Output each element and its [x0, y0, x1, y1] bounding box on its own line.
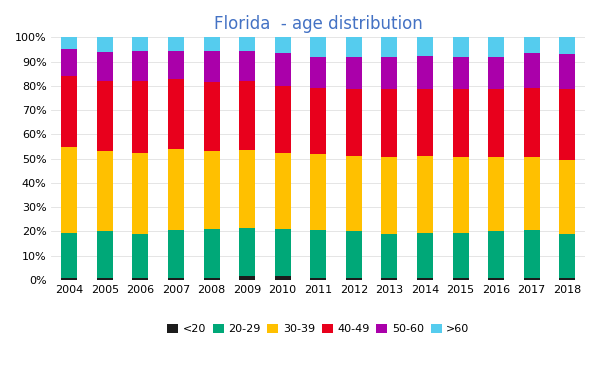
Bar [452, 277, 469, 280]
Bar [488, 89, 504, 158]
Bar [524, 37, 539, 53]
Bar [239, 37, 255, 51]
Bar [133, 51, 148, 81]
Bar [346, 231, 362, 277]
Bar [61, 147, 77, 233]
Bar [168, 37, 184, 51]
Bar [168, 230, 184, 277]
Bar [275, 37, 290, 53]
Bar [559, 89, 575, 160]
Bar [310, 277, 326, 280]
Bar [203, 277, 220, 280]
Bar [310, 154, 326, 230]
Bar [452, 37, 469, 57]
Bar [239, 276, 255, 280]
Bar [346, 89, 362, 156]
Bar [417, 56, 433, 89]
Bar [417, 233, 433, 277]
Bar [417, 89, 433, 156]
Bar [417, 37, 433, 56]
Bar [239, 51, 255, 81]
Bar [61, 37, 77, 49]
Bar [524, 277, 539, 280]
Bar [417, 156, 433, 233]
Bar [168, 277, 184, 280]
Bar [559, 277, 575, 280]
Title: Florida  - age distribution: Florida - age distribution [214, 15, 422, 33]
Bar [524, 158, 539, 230]
Bar [310, 88, 326, 154]
Bar [452, 57, 469, 89]
Bar [382, 234, 397, 277]
Bar [488, 158, 504, 231]
Bar [559, 160, 575, 234]
Bar [524, 88, 539, 158]
Bar [239, 81, 255, 150]
Bar [203, 229, 220, 277]
Bar [97, 37, 113, 52]
Bar [97, 277, 113, 280]
Bar [203, 51, 220, 82]
Bar [97, 151, 113, 231]
Bar [524, 53, 539, 88]
Bar [346, 37, 362, 57]
Bar [239, 228, 255, 276]
Bar [382, 277, 397, 280]
Bar [168, 79, 184, 149]
Bar [452, 89, 469, 158]
Bar [61, 277, 77, 280]
Bar [275, 86, 290, 152]
Bar [61, 233, 77, 277]
Bar [382, 57, 397, 89]
Bar [488, 277, 504, 280]
Bar [275, 276, 290, 280]
Bar [382, 37, 397, 57]
Bar [310, 37, 326, 57]
Bar [382, 158, 397, 234]
Bar [239, 150, 255, 228]
Bar [133, 277, 148, 280]
Bar [382, 89, 397, 158]
Bar [97, 231, 113, 277]
Bar [417, 277, 433, 280]
Bar [310, 57, 326, 88]
Bar [168, 149, 184, 230]
Bar [310, 230, 326, 277]
Bar [203, 37, 220, 51]
Bar [452, 233, 469, 277]
Bar [203, 151, 220, 229]
Bar [168, 51, 184, 79]
Bar [559, 234, 575, 277]
Bar [61, 76, 77, 147]
Bar [203, 82, 220, 151]
Bar [488, 231, 504, 277]
Legend: <20, 20-29, 30-39, 40-49, 50-60, >60: <20, 20-29, 30-39, 40-49, 50-60, >60 [163, 319, 474, 339]
Bar [97, 81, 113, 151]
Bar [559, 54, 575, 89]
Bar [452, 158, 469, 233]
Bar [97, 52, 113, 81]
Bar [133, 81, 148, 152]
Bar [346, 156, 362, 231]
Bar [275, 152, 290, 229]
Bar [524, 230, 539, 277]
Bar [275, 229, 290, 276]
Bar [346, 277, 362, 280]
Bar [61, 49, 77, 76]
Bar [346, 57, 362, 89]
Bar [133, 152, 148, 234]
Bar [133, 37, 148, 51]
Bar [488, 57, 504, 89]
Bar [488, 37, 504, 57]
Bar [133, 234, 148, 277]
Bar [275, 53, 290, 86]
Bar [559, 37, 575, 54]
